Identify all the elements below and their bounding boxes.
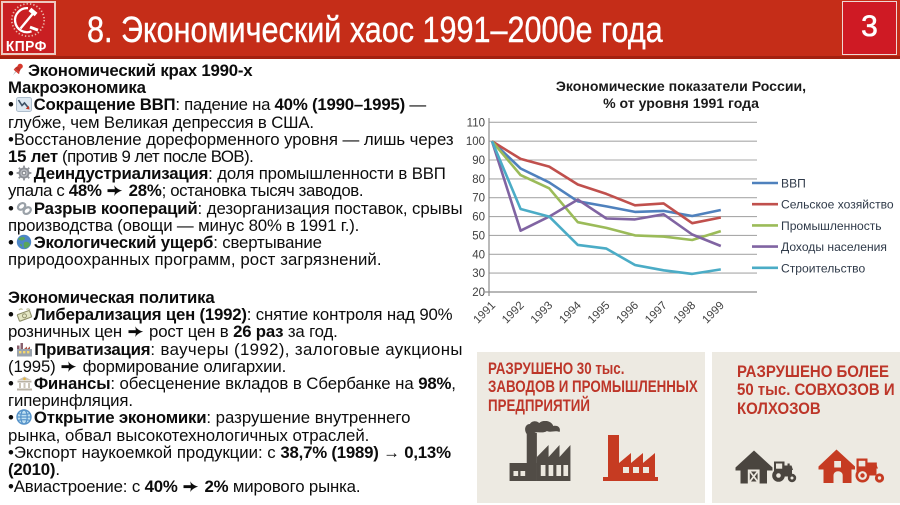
svg-text:1997: 1997 bbox=[643, 300, 670, 327]
svg-text:30: 30 bbox=[472, 268, 485, 280]
svg-text:Промышленность: Промышленность bbox=[781, 219, 882, 233]
svg-text:% от уровня 1991 года: % от уровня 1991 года bbox=[603, 95, 759, 111]
svg-text:80: 80 bbox=[472, 174, 485, 186]
svg-text:1993: 1993 bbox=[529, 300, 556, 327]
svg-text:Доходы населения: Доходы населения bbox=[781, 240, 887, 254]
svg-text:100: 100 bbox=[466, 136, 485, 148]
svg-text:Сельское хозяйство: Сельское хозяйство bbox=[781, 198, 894, 212]
svg-text:1992: 1992 bbox=[500, 300, 527, 327]
svg-text:40: 40 bbox=[472, 249, 485, 261]
svg-text:90: 90 bbox=[472, 155, 485, 167]
svg-text:60: 60 bbox=[472, 212, 485, 224]
svg-text:1998: 1998 bbox=[672, 300, 699, 327]
svg-text:1996: 1996 bbox=[615, 300, 642, 327]
svg-text:1991: 1991 bbox=[472, 300, 499, 327]
svg-text:50: 50 bbox=[472, 230, 485, 242]
svg-text:1999: 1999 bbox=[700, 300, 727, 327]
svg-text:ВВП: ВВП bbox=[781, 177, 806, 191]
svg-text:70: 70 bbox=[472, 193, 485, 205]
svg-text:110: 110 bbox=[467, 117, 485, 129]
svg-text:Экономические показатели Росси: Экономические показатели России, bbox=[556, 78, 806, 94]
svg-text:20: 20 bbox=[472, 287, 485, 299]
svg-text:Строительство: Строительство bbox=[781, 261, 865, 275]
svg-text:1994: 1994 bbox=[557, 299, 584, 326]
svg-text:1995: 1995 bbox=[586, 300, 613, 327]
